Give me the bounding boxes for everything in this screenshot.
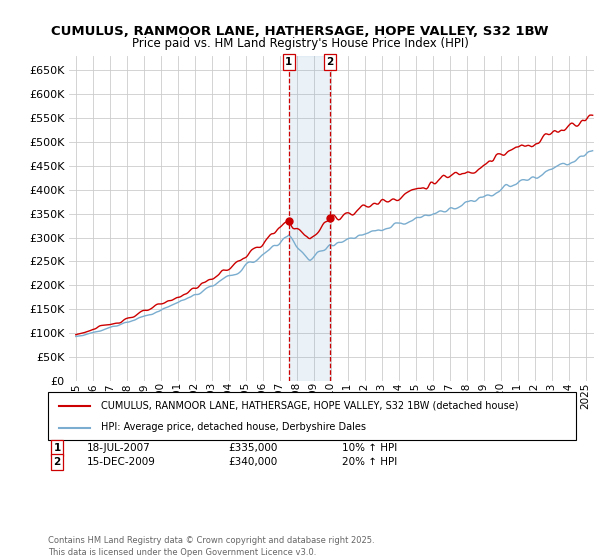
- Text: 2: 2: [53, 457, 61, 467]
- Text: Contains HM Land Registry data © Crown copyright and database right 2025.
This d: Contains HM Land Registry data © Crown c…: [48, 536, 374, 557]
- Text: 2: 2: [326, 57, 334, 67]
- Text: 10% ↑ HPI: 10% ↑ HPI: [342, 443, 397, 453]
- Text: CUMULUS, RANMOOR LANE, HATHERSAGE, HOPE VALLEY, S32 1BW: CUMULUS, RANMOOR LANE, HATHERSAGE, HOPE …: [51, 25, 549, 38]
- Text: 20% ↑ HPI: 20% ↑ HPI: [342, 457, 397, 467]
- Text: 1: 1: [53, 443, 61, 453]
- Text: 18-JUL-2007: 18-JUL-2007: [87, 443, 151, 453]
- FancyBboxPatch shape: [48, 392, 576, 440]
- Text: 15-DEC-2009: 15-DEC-2009: [87, 457, 156, 467]
- Bar: [289, 56, 330, 381]
- Text: £335,000: £335,000: [228, 443, 277, 453]
- Text: Price paid vs. HM Land Registry's House Price Index (HPI): Price paid vs. HM Land Registry's House …: [131, 37, 469, 50]
- Text: 1: 1: [285, 57, 292, 67]
- Text: HPI: Average price, detached house, Derbyshire Dales: HPI: Average price, detached house, Derb…: [101, 422, 366, 432]
- Text: CUMULUS, RANMOOR LANE, HATHERSAGE, HOPE VALLEY, S32 1BW (detached house): CUMULUS, RANMOOR LANE, HATHERSAGE, HOPE …: [101, 400, 518, 410]
- Text: £340,000: £340,000: [228, 457, 277, 467]
